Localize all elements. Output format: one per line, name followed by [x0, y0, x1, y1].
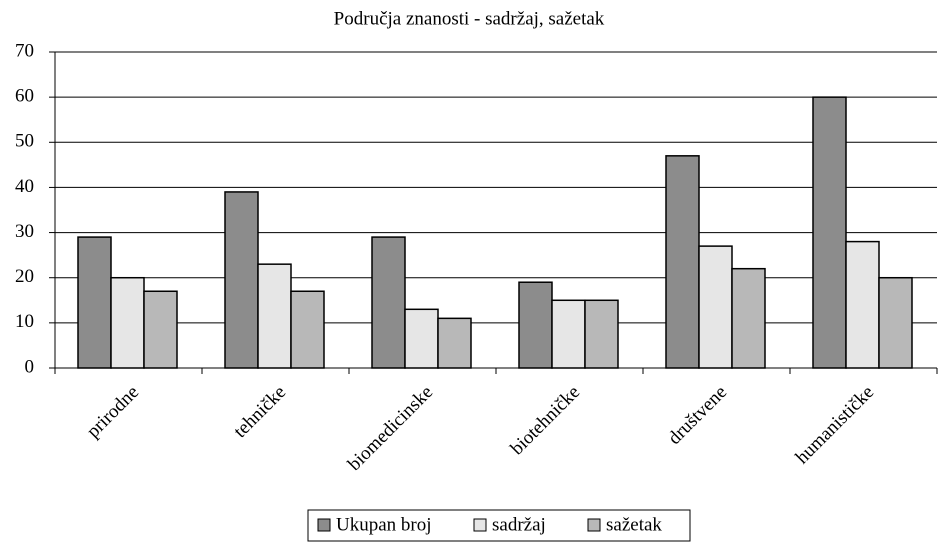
- legend-swatch: [317, 518, 331, 532]
- x-tick-label: humanističke: [792, 382, 878, 468]
- x-tick-label: prirodne: [83, 382, 143, 442]
- bar: [143, 290, 178, 369]
- bar: [551, 299, 586, 369]
- chart-title: Područja znanosti - sadržaj, sažetak: [334, 8, 605, 29]
- y-tick-label: 30: [15, 221, 34, 242]
- x-tick-label: biomedicinske: [344, 382, 437, 475]
- bar: [584, 299, 619, 369]
- bar: [110, 276, 145, 369]
- x-tick-label: biotehničke: [507, 382, 585, 460]
- bar: [518, 281, 553, 369]
- bar: [665, 155, 700, 369]
- x-tick-label: društvene: [664, 382, 731, 449]
- y-tick-label: 60: [15, 86, 34, 107]
- legend-box: [307, 509, 691, 542]
- x-tick-label: tehničke: [230, 382, 290, 442]
- y-tick-label: 0: [25, 356, 35, 377]
- y-tick-label: 20: [15, 266, 34, 287]
- bar: [290, 290, 325, 369]
- bar: [812, 96, 847, 369]
- bar: [77, 236, 112, 369]
- legend-label: sadržaj: [492, 514, 546, 535]
- y-tick-label: 10: [15, 311, 34, 332]
- bar: [371, 236, 406, 369]
- bar: [731, 267, 766, 369]
- bar: [404, 308, 439, 369]
- bar: [878, 276, 913, 369]
- legend-swatch: [587, 518, 601, 532]
- bar: [437, 317, 472, 369]
- y-tick-label: 70: [15, 40, 34, 61]
- y-tick-label: 40: [15, 176, 34, 197]
- bar: [257, 263, 292, 369]
- legend-label: sažetak: [606, 514, 662, 535]
- bar: [224, 191, 259, 369]
- legend-label: Ukupan broj: [336, 514, 432, 535]
- y-tick-label: 50: [15, 131, 34, 152]
- bar: [698, 245, 733, 369]
- legend-swatch: [473, 518, 487, 532]
- bar: [845, 240, 880, 369]
